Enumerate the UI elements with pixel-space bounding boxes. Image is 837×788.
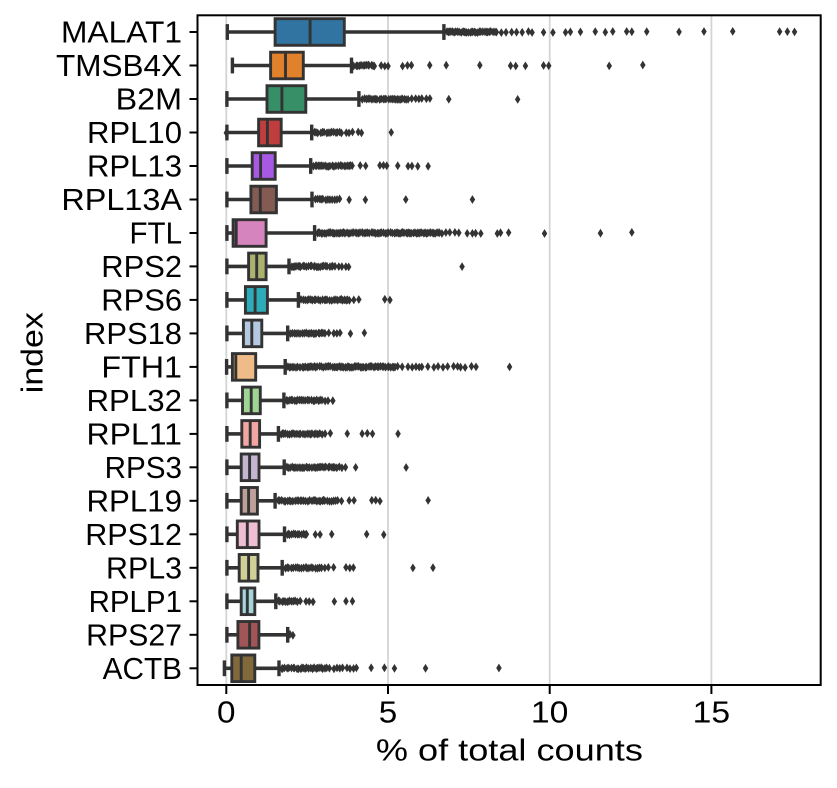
svg-text:RPS12: RPS12	[85, 517, 182, 552]
svg-text:FTH1: FTH1	[101, 350, 182, 385]
svg-text:10: 10	[531, 694, 569, 729]
svg-text:MALAT1: MALAT1	[61, 15, 182, 50]
svg-text:RPS2: RPS2	[101, 249, 182, 284]
svg-text:RPLP1: RPLP1	[89, 584, 182, 619]
svg-text:index: index	[15, 312, 50, 394]
svg-text:RPL32: RPL32	[87, 383, 183, 418]
svg-text:0: 0	[217, 694, 236, 729]
svg-text:RPS6: RPS6	[101, 283, 182, 318]
svg-text:RPL13: RPL13	[87, 149, 182, 184]
svg-text:% of total counts: % of total counts	[376, 733, 643, 768]
svg-text:RPL11: RPL11	[87, 417, 183, 452]
svg-text:5: 5	[379, 694, 398, 729]
svg-text:RPL3: RPL3	[106, 551, 182, 586]
svg-text:TMSB4X: TMSB4X	[56, 48, 182, 83]
svg-text:RPS18: RPS18	[84, 316, 182, 351]
svg-text:RPL13A: RPL13A	[61, 182, 182, 217]
svg-text:RPS3: RPS3	[105, 450, 182, 485]
svg-text:RPL10: RPL10	[87, 115, 182, 150]
svg-text:RPL19: RPL19	[87, 484, 183, 519]
svg-text:ACTB: ACTB	[103, 651, 182, 686]
svg-text:B2M: B2M	[116, 82, 182, 117]
svg-text:RPS27: RPS27	[86, 618, 182, 653]
svg-text:15: 15	[693, 694, 731, 729]
svg-text:FTL: FTL	[130, 216, 183, 251]
